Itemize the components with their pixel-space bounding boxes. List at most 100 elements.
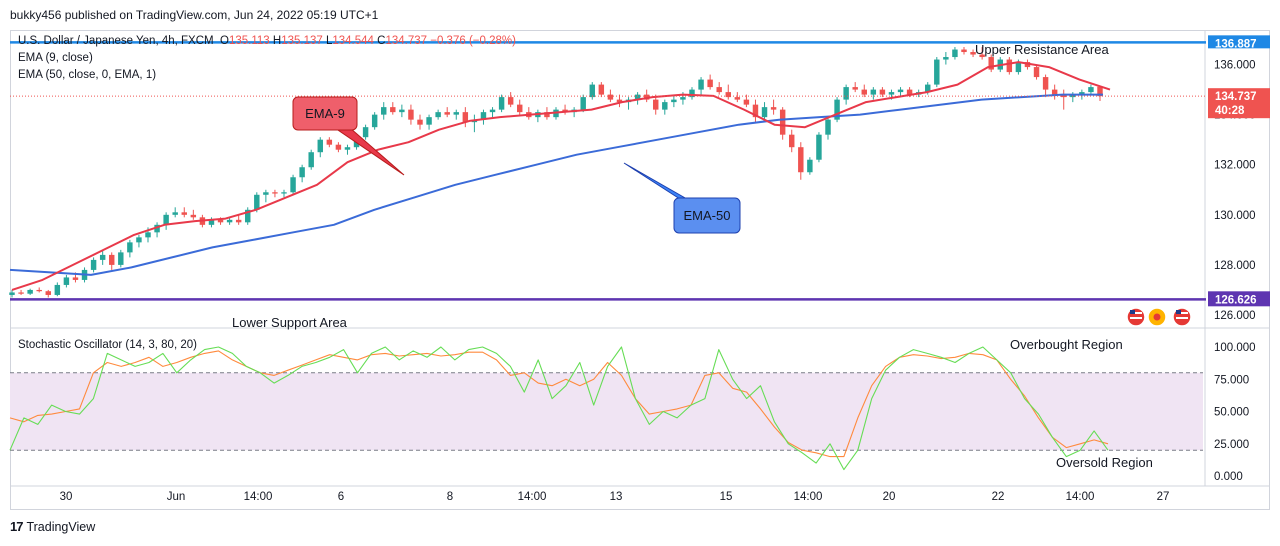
candle-body (1033, 67, 1040, 78)
overbought-label: Overbought Region (1010, 337, 1123, 352)
time-tick-label: 15 (720, 491, 733, 503)
ema50-callout-label: EMA-50 (684, 208, 731, 223)
oversold-label: Oversold Region (1056, 455, 1153, 470)
candle-body (934, 59, 940, 85)
candle-body (263, 192, 269, 195)
candle-body (417, 119, 423, 125)
stoch-d-line (9, 350, 1109, 458)
candle-body (544, 112, 550, 118)
candle-body (879, 89, 886, 95)
support-price-tag-bg (1208, 291, 1270, 307)
candle-body (172, 212, 178, 215)
candle-body (761, 107, 768, 118)
candle-body (72, 277, 79, 280)
candle-body (90, 259, 97, 270)
candle-body (281, 192, 287, 194)
candle-body (371, 114, 378, 128)
candle-body (807, 159, 813, 173)
us-flag-stripe-icon (1130, 312, 1142, 314)
candle-body (789, 134, 795, 148)
us-flag-canton-icon (1130, 310, 1135, 314)
candle-body (979, 54, 985, 58)
us-flag-canton-icon (1176, 310, 1181, 314)
ema9-line (11, 61, 1111, 291)
candle-body (634, 94, 641, 100)
candle-body (734, 97, 741, 100)
candle-body (770, 107, 777, 110)
candle-body (798, 147, 804, 173)
ema9-legend[interactable]: EMA (9, close) (18, 52, 93, 64)
candle-body (381, 107, 387, 115)
candle-body (453, 112, 459, 115)
us-flag-stripe-icon (1176, 312, 1188, 314)
symbol-legend: U.S. Dollar / Japanese Yen, 4h, FXCM O13… (18, 35, 516, 47)
time-tick-label: Jun (167, 491, 186, 503)
candle-body (299, 167, 305, 178)
candle-body (254, 194, 260, 210)
ema9-callout-box (292, 96, 358, 131)
candle-body (607, 94, 614, 100)
candle-body (245, 209, 251, 223)
published-by: bukky456 published on TradingView.com, J… (10, 8, 379, 22)
candle-body (1006, 59, 1013, 73)
candle-body (580, 97, 586, 110)
stoch-legend[interactable]: Stochastic Oscillator (14, 3, 80, 20) (18, 339, 197, 351)
candle-body (725, 92, 731, 98)
candle-body (870, 89, 877, 95)
jp-flag-dot-icon (1153, 313, 1161, 321)
change-value: −0.376 (−0.28%) (430, 35, 516, 47)
candle-body (290, 177, 296, 193)
ema50-legend[interactable]: EMA (50, close, 0, EMA, 1) (18, 69, 157, 81)
candle-body (498, 97, 505, 110)
ema50-callout-box (673, 197, 741, 234)
candle-body (689, 89, 695, 98)
candle-body (190, 214, 197, 218)
candle-body (671, 99, 677, 103)
candle-body (18, 292, 24, 294)
candle-body (861, 89, 867, 95)
high-value: 135.137 (281, 35, 323, 47)
candle-body (335, 144, 342, 150)
stoch-tick-label: 0.000 (1214, 471, 1243, 483)
candle-body (326, 139, 333, 145)
us-flag-stripe-icon (1130, 317, 1142, 319)
stoch-k-line (9, 346, 1109, 471)
candle-body (317, 139, 323, 153)
candle-body (181, 212, 187, 215)
low-value: 134.544 (332, 35, 374, 47)
candle-body (825, 119, 831, 135)
stoch-tick-label: 100.000 (1214, 342, 1256, 354)
time-tick-label: 14:00 (1066, 491, 1095, 503)
time-tick-label: 14:00 (244, 491, 273, 503)
candle-body (54, 284, 61, 295)
candle-body (399, 109, 405, 113)
candle-body (480, 112, 487, 120)
candle-body (444, 112, 450, 115)
tradingview-brand: TradingView (26, 519, 96, 534)
price-tick-label: 136.000 (1214, 60, 1256, 72)
time-tick-label: 14:00 (794, 491, 823, 503)
candle-body (1015, 62, 1022, 73)
candle-body (952, 49, 958, 58)
resistance-price-tag: 136.887 (1215, 38, 1257, 50)
tradingview-logo-icon: 17 (10, 519, 24, 534)
ema50-callout-pointer (623, 162, 695, 204)
candle-body (843, 87, 849, 100)
candle-body (489, 109, 496, 113)
candle-body (145, 232, 151, 238)
candle-body (1051, 89, 1058, 95)
time-tick-label: 27 (1157, 491, 1170, 503)
ema9-callout-label: EMA-9 (305, 106, 345, 121)
ema50-line (9, 93, 1103, 276)
candle-body (217, 219, 224, 223)
candle-body (63, 277, 70, 285)
candle-body (834, 99, 840, 120)
footer-brand[interactable]: 17 TradingView (10, 519, 95, 534)
candle-body (852, 87, 858, 90)
time-tick-label: 22 (992, 491, 1005, 503)
candle-body (208, 219, 215, 225)
candle-body (435, 112, 441, 118)
candle-body (897, 89, 904, 93)
candle-body (507, 97, 514, 105)
